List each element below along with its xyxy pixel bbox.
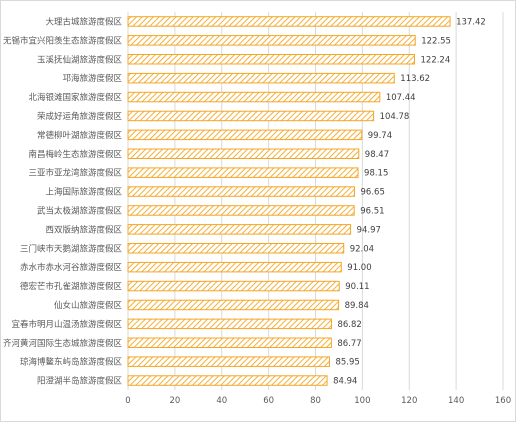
bar: [127, 280, 340, 292]
category-label: 三亚市亚龙湾旅游度假区: [28, 168, 122, 179]
data-label: 113.62: [400, 74, 430, 84]
data-label: 96.65: [361, 188, 385, 198]
x-tick-label: 140: [448, 396, 464, 406]
data-label: 98.15: [364, 169, 388, 179]
data-label: 84.94: [333, 377, 357, 387]
value-labels: 137.42 122.55 122.24 113.62 107.44 104.78 99.7…: [333, 17, 486, 386]
category-label: 德宏芒市孔雀湖旅游度假区: [20, 281, 123, 292]
x-tick-label: 160: [495, 396, 511, 406]
data-label: 86.77: [337, 339, 361, 349]
bar: [127, 91, 381, 103]
bar: [127, 16, 451, 27]
data-label: 98.47: [365, 150, 389, 160]
bar: [127, 299, 340, 311]
gridlines: [127, 12, 504, 390]
data-label: 96.51: [360, 206, 384, 216]
data-label: 92.04: [350, 244, 374, 254]
category-label: 玉溪抚仙湖旅游度假区: [37, 54, 123, 65]
bar: [127, 35, 416, 46]
data-label: 94.97: [357, 225, 381, 235]
category-label: 武当太极湖旅游度假区: [37, 205, 123, 216]
bar: [127, 337, 332, 348]
bars: [127, 16, 451, 386]
data-label: 137.42: [456, 17, 486, 27]
x-tick-label: 0: [125, 396, 130, 406]
bar: [127, 129, 363, 141]
category-label: 无锡市宜兴阳羡生态旅游度假区: [3, 35, 123, 46]
data-label: 107.44: [386, 93, 416, 103]
category-label: 仙女山旅游度假区: [54, 300, 123, 311]
bar: [127, 186, 356, 197]
category-label: 阳澄湖半岛旅游度假区: [37, 376, 123, 387]
category-label: 琼海博鳌东屿岛旅游度假区: [20, 357, 123, 368]
x-axis-ticks: 0 20 40 60 80 100 120 140 160: [125, 396, 511, 406]
bar: [127, 224, 352, 235]
data-label: 85.95: [335, 358, 359, 368]
bar: [127, 54, 415, 65]
data-label: 89.84: [345, 301, 369, 311]
data-label: 104.78: [380, 112, 410, 122]
bar: [127, 375, 328, 386]
data-label: 91.00: [347, 263, 371, 273]
data-label: 122.55: [421, 36, 451, 46]
category-label: 大理古城旅游度假区: [45, 16, 122, 27]
x-tick-label: 120: [401, 396, 417, 406]
category-label: 常德柳叶湖旅游度假区: [37, 130, 123, 141]
category-label: 荣成好运角旅游度假区: [37, 111, 123, 122]
bar: [127, 261, 342, 273]
bar: [127, 318, 332, 330]
data-label: 122.24: [421, 55, 451, 65]
category-label: 宜春市明月山温汤旅游度假区: [11, 319, 122, 330]
bar: [127, 110, 375, 122]
bar: [127, 243, 345, 254]
category-label: 南昌梅岭生态旅游度假区: [28, 149, 122, 160]
category-label: 邛海旅游度假区: [62, 73, 122, 84]
x-tick-label: 40: [216, 396, 227, 406]
category-labels: 大理古城旅游度假区无锡市宜兴阳羡生态旅游度假区玉溪抚仙湖旅游度假区邛海旅游度假区…: [3, 16, 123, 386]
category-label: 齐河黄河国际生态城旅游度假区: [3, 338, 123, 349]
bar: [127, 72, 395, 84]
category-label: 西双版纳旅游度假区: [45, 224, 122, 235]
category-label: 三门峡市天鹅湖旅游度假区: [20, 243, 123, 254]
category-label: 上海国际旅游度假区: [45, 187, 122, 198]
bar: [127, 167, 359, 178]
data-label: 86.82: [337, 320, 361, 330]
bar: [127, 356, 330, 367]
category-label: 赤水市赤水河谷旅游度假区: [20, 262, 123, 273]
bar: [127, 148, 360, 159]
x-tick-label: 100: [354, 396, 370, 406]
data-label: 90.11: [345, 282, 369, 292]
category-label: 北海银滩国家旅游度假区: [28, 92, 122, 103]
x-tick-label: 80: [310, 396, 321, 406]
x-tick-label: 60: [263, 396, 274, 406]
data-label: 99.74: [368, 131, 392, 141]
x-tick-label: 20: [169, 396, 180, 406]
bar: [127, 205, 355, 216]
